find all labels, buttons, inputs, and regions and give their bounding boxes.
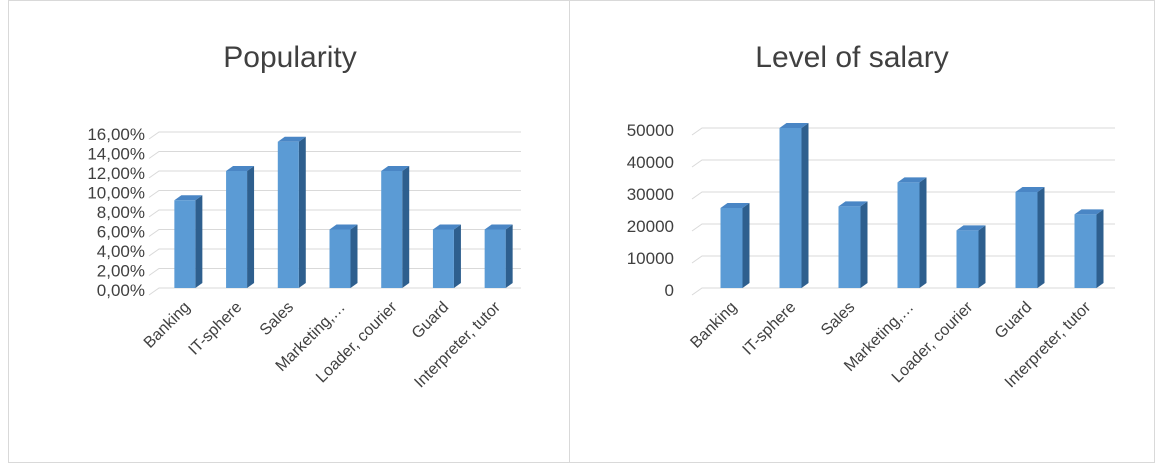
x-tick-label: Sales xyxy=(257,299,297,339)
x-tick-label: Guard xyxy=(409,299,452,342)
y-tick-label: 12,00% xyxy=(87,164,145,183)
y-tick-label: 2,00% xyxy=(97,262,145,281)
bar xyxy=(329,224,358,288)
gridline xyxy=(691,223,1115,232)
y-tick-label: 14,00% xyxy=(87,145,145,164)
gridline xyxy=(691,159,1115,168)
gridline xyxy=(148,209,521,218)
y-tick-label: 0 xyxy=(665,281,674,300)
x-tick-label: Banking xyxy=(141,299,194,352)
bar xyxy=(277,136,306,288)
y-tick-label: 8,00% xyxy=(97,203,145,222)
bar xyxy=(381,166,410,288)
salary-chart-panel: Level of salary 0 10000 20000 30000 40000 500… xyxy=(569,0,1155,463)
gridline xyxy=(691,287,1115,296)
popularity-chart-panel: Popularity 0,00% 2,00% 4,00% 6,00% 8,00% 10,0… xyxy=(8,0,570,463)
bar xyxy=(1015,187,1045,288)
gridline xyxy=(691,191,1115,200)
x-tick-label: Banking xyxy=(687,299,740,352)
y-tick-label: 10000 xyxy=(627,249,674,268)
y-tick-label: 40000 xyxy=(627,153,674,172)
bar xyxy=(1074,209,1104,288)
popularity-chart: Popularity 0,00%2,00%4,00%6,00%8,00%10,0… xyxy=(87,41,521,391)
gridline xyxy=(148,131,521,140)
y-tick-label: 0,00% xyxy=(97,281,145,300)
bar xyxy=(956,225,986,288)
y-tick-label: 10,00% xyxy=(87,184,145,203)
gridline xyxy=(148,170,521,179)
bar xyxy=(838,201,868,288)
x-tick-label: Guard xyxy=(992,299,1035,342)
y-tick-label: 4,00% xyxy=(97,242,145,261)
bar xyxy=(226,166,255,288)
gridline xyxy=(691,127,1115,136)
x-tick-label: IT-sphere xyxy=(740,299,800,359)
salary-chart: Level of salary 0 10000 20000 30000 40000 500… xyxy=(627,41,1115,391)
gridline xyxy=(148,151,521,159)
bar xyxy=(432,224,461,288)
gridline xyxy=(148,190,521,198)
chart-title: Popularity xyxy=(223,41,356,74)
bar xyxy=(779,123,809,288)
bar xyxy=(720,203,750,288)
y-tick-label: 6,00% xyxy=(97,223,145,242)
bar xyxy=(484,224,513,288)
y-tick-label: 30000 xyxy=(627,185,674,204)
y-tick-label: 20000 xyxy=(627,217,674,236)
y-tick-label: 50000 xyxy=(627,121,674,140)
gridline xyxy=(148,287,521,296)
x-tick-label: Sales xyxy=(818,299,858,339)
bar xyxy=(897,177,927,288)
bar xyxy=(174,195,203,288)
chart-title: Level of salary xyxy=(755,41,948,74)
y-tick-label: 16,00% xyxy=(87,125,145,144)
x-tick-label: IT-sphere xyxy=(186,299,246,359)
